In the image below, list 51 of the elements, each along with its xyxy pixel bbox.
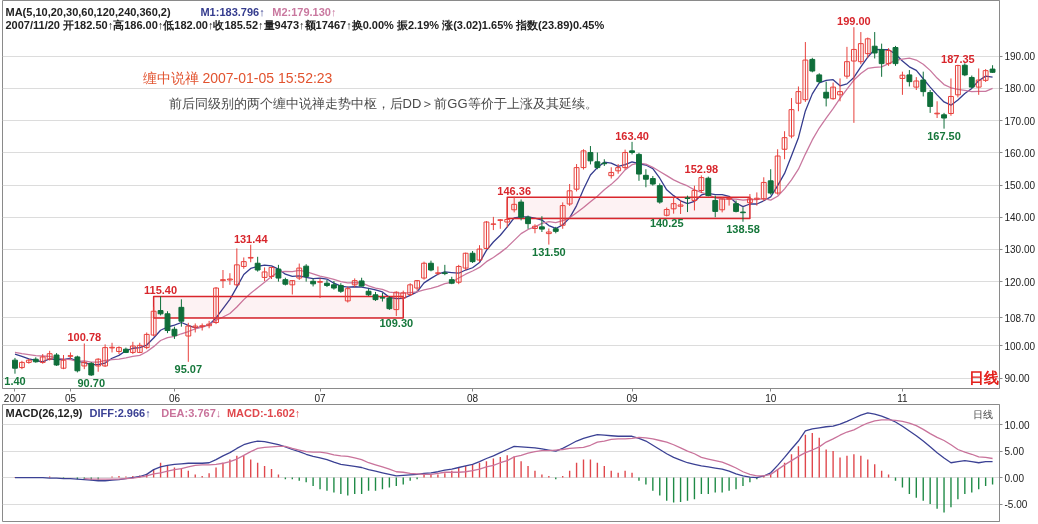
- y-tick-label: 140.00: [1004, 212, 1036, 224]
- y-tick-label: -5.00: [1004, 499, 1028, 511]
- annotation: 167.50: [927, 129, 961, 142]
- y-tick-label: 170.00: [1004, 115, 1036, 127]
- y-tick-label: 90.00: [1004, 373, 1030, 385]
- x-tick-label: 08: [467, 392, 479, 404]
- x-tick-label: 10: [765, 392, 777, 404]
- text: DIFF:2.966↑: [89, 406, 151, 419]
- annotation: 前后同级别的两个缠中说禅走势中枢，后DD＞前GG等价于上涨及其延续。: [168, 95, 598, 111]
- y-tick-label: 150.00: [1004, 180, 1036, 191]
- text: M1:183.796↑: [200, 5, 265, 18]
- annotation: 140.25: [649, 217, 684, 230]
- y-tick-label: 180.00: [1004, 83, 1036, 95]
- annotation: 131.50: [532, 245, 566, 258]
- annotation: 109.30: [379, 317, 414, 330]
- chart-title: MA(5,10,20,30,60,120,240,360,2): [5, 5, 171, 18]
- y-tick-label: 100.00: [1004, 341, 1036, 352]
- y-tick-label: 160.00: [1004, 147, 1036, 159]
- text: M2:179.130↑: [272, 5, 337, 18]
- y-tick-label: 120.00: [1004, 276, 1036, 288]
- x-tick-label: 2007: [3, 392, 27, 404]
- y-tick-label: 0.00: [1004, 472, 1025, 484]
- annotation: 152.98: [684, 163, 719, 176]
- text: 2007/11/20 开182.50↑高186.00↑低182.00↑收185.52↑量9473↑额17467↑换0.00% 振2.19% 涨(3.02)1.65% 指数(23.89)0.45%: [5, 18, 605, 31]
- annotation: 115.40: [144, 284, 178, 297]
- y-tick-label: 108.70: [1004, 312, 1036, 324]
- y-tick-label: 10.00: [1004, 419, 1030, 431]
- annotation: 146.36: [497, 184, 532, 197]
- annotation: 日线: [972, 408, 993, 420]
- annotation: 163.40: [615, 129, 649, 142]
- text: DEA:3.767↓: [161, 406, 222, 419]
- annotation: 日线: [968, 368, 999, 386]
- chart-title: MACD(26,12,9): [5, 406, 83, 419]
- annotation: 90.70: [77, 376, 106, 389]
- annotation: 100.78: [67, 331, 102, 344]
- x-tick-label: 09: [626, 392, 639, 404]
- x-tick-label: 06: [168, 392, 181, 404]
- annotation: 95.07: [174, 362, 203, 375]
- annotation: 131.44: [233, 232, 269, 245]
- x-tick-label: 11: [897, 392, 909, 404]
- annotation: 187.35: [941, 52, 975, 65]
- x-tick-label: 07: [314, 392, 327, 404]
- annotation: 1.40: [4, 374, 26, 387]
- annotation: 缠中说禅 2007-01-05 15:52:23: [142, 69, 333, 86]
- y-tick-label: 5.00: [1004, 446, 1025, 458]
- y-tick-label: 190.00: [1004, 51, 1036, 63]
- x-tick-label: 05: [64, 392, 77, 404]
- text: MACD:-1.602↑: [226, 406, 301, 419]
- y-tick-label: 130.00: [1004, 244, 1036, 256]
- annotation: 138.58: [726, 222, 760, 235]
- annotation: 199.00: [837, 15, 871, 28]
